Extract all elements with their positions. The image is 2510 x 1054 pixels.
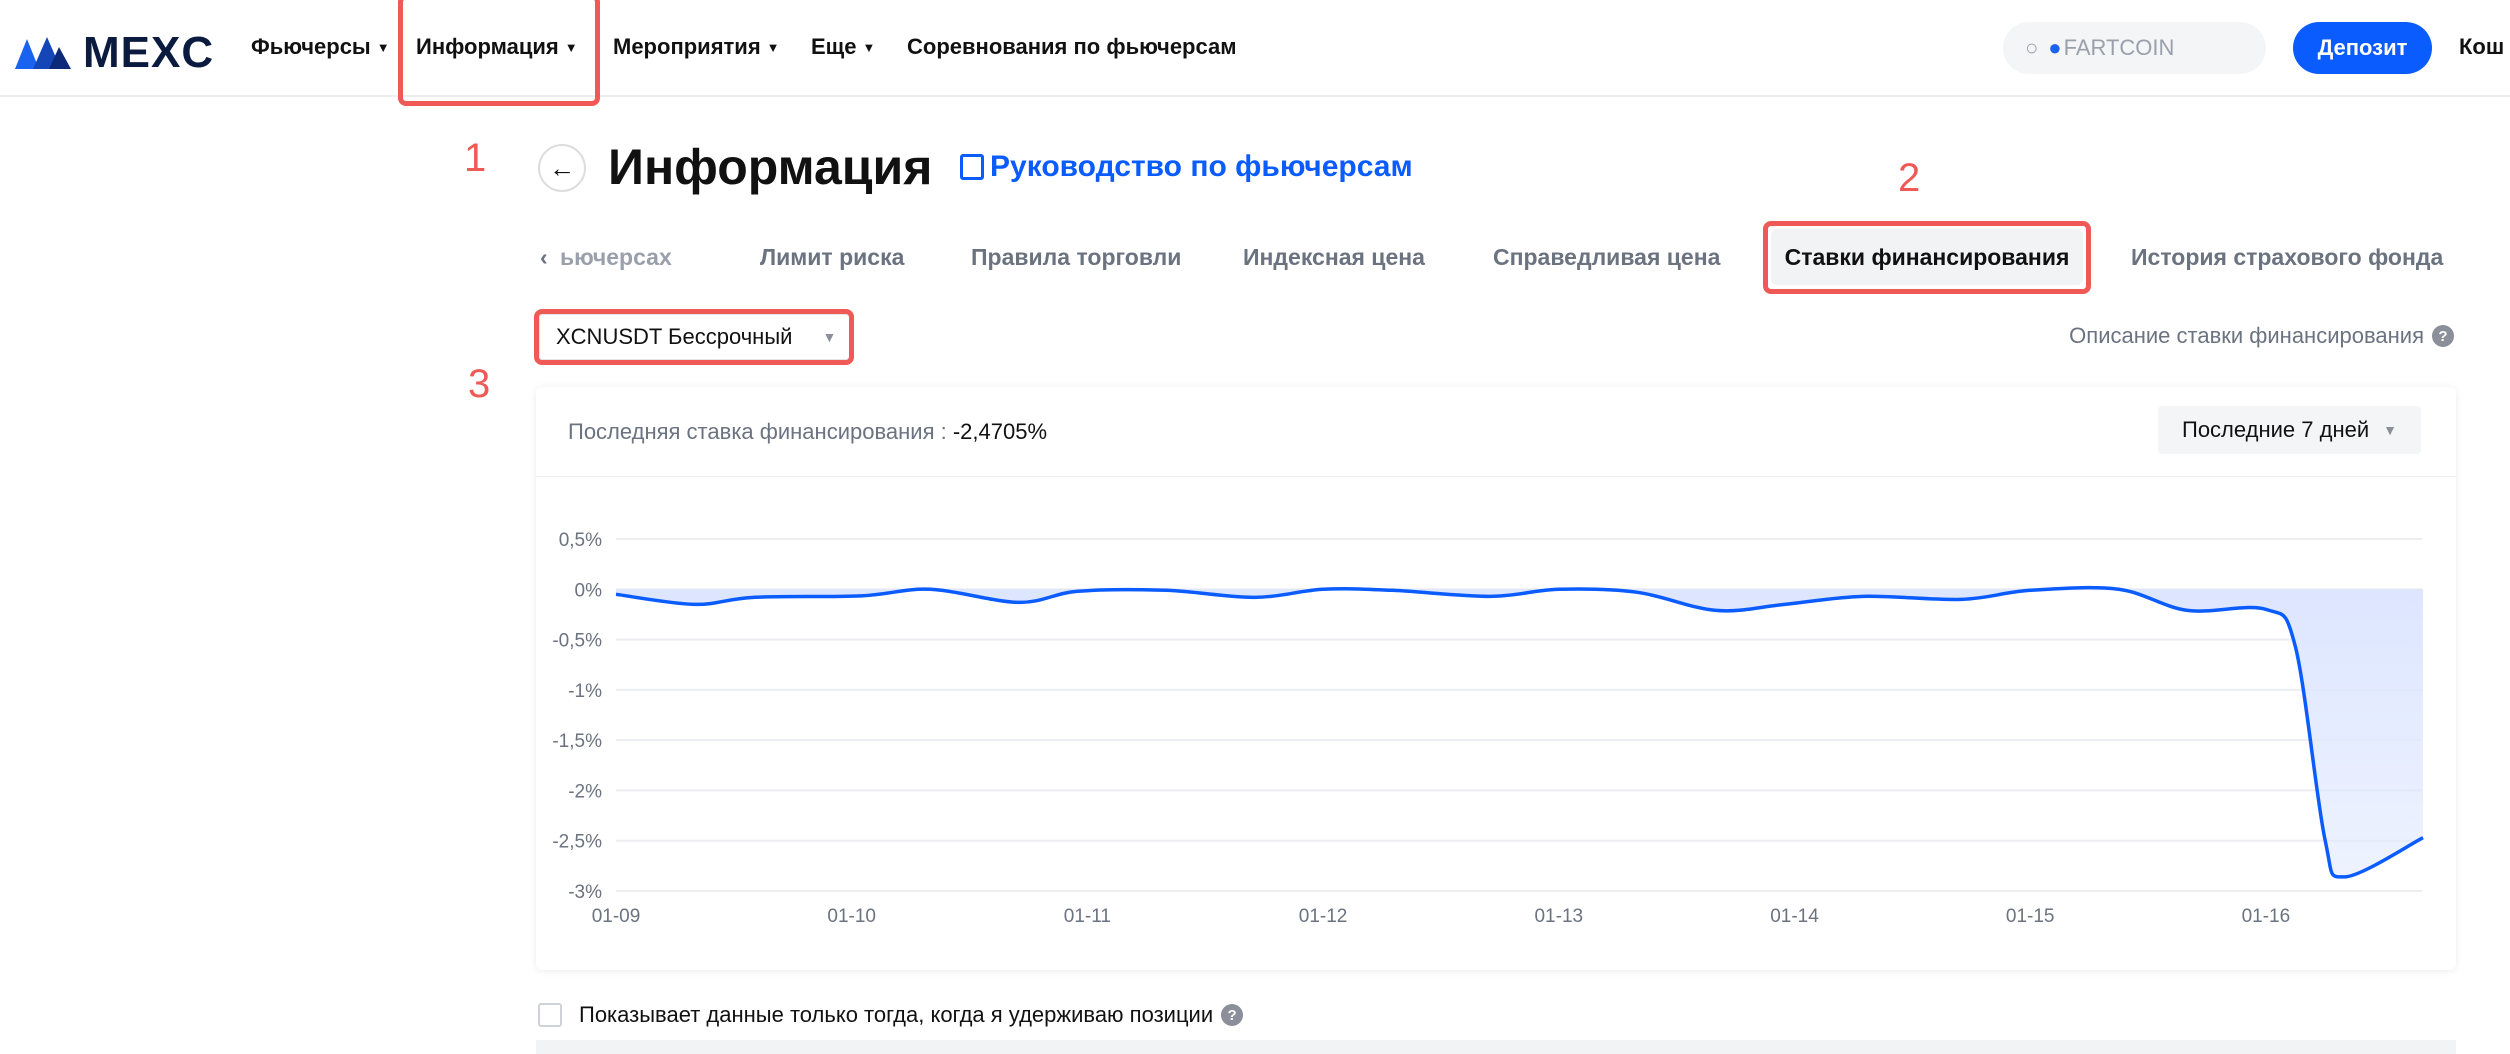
back-button[interactable]: ← [538,144,586,192]
annotation-number-1: 1 [464,136,487,180]
tab-index-price[interactable]: Индексная цена [1243,244,1425,270]
deposit-button[interactable]: Депозит [2293,22,2432,74]
tab-insurance-fund-history[interactable]: История страхового фонда [2131,244,2444,270]
logo-mark-icon [15,37,71,69]
tab-funding-rates[interactable]: Ставки финансирования [1771,229,2083,285]
caret-down-icon: ▼ [862,39,876,55]
top-nav: MEXC Фьючерсы ▼ Информация ▼ Мероприятия ▼ … [0,0,2510,97]
book-icon [960,154,984,180]
caret-down-icon: ▼ [376,39,390,55]
tab-futures[interactable]: ьючерсах [560,244,672,270]
nav-label: Мероприятия [613,34,761,59]
annotation-number-3: 3 [468,362,491,406]
guide-link-label: Руководство по фьючерсам [990,150,1413,183]
caret-down-icon: ▼ [2383,422,2397,438]
tabs-scroll-left-icon[interactable]: ‹ [540,244,548,270]
search-icon: ○ [2025,35,2039,60]
funding-chart-card: Последняя ставка финансирования : -2,470… [536,387,2456,970]
x-tick-label: 01-14 [1770,906,1819,927]
nav-futures-competitions[interactable]: Соревнования по фьючерсам [907,34,1237,60]
caret-down-icon: ▼ [822,329,837,345]
page-title: Информация [608,139,933,195]
table-header-bar [536,1040,2456,1054]
tab-trading-rules[interactable]: Правила торговли [971,244,1182,270]
x-tick-label: 01-16 [2242,906,2291,927]
x-tick-label: 01-15 [2006,906,2055,927]
mexc-logo[interactable]: MEXC [13,28,214,78]
nav-label: Еще [811,34,857,59]
holding-only-label: Показывает данные только тогда, когда я … [579,1002,1244,1028]
range-select-value: Последние 7 дней [2182,417,2370,442]
y-tick-label: -0,5% [552,631,602,652]
logo-text: MEXC [83,28,215,77]
annotation-box-1 [398,0,600,106]
x-tick-label: 01-12 [1299,906,1348,927]
nav-more[interactable]: Еще ▼ [811,34,875,60]
help-icon: ? [2432,325,2454,347]
contract-select-value: XCNUSDT Бессрочный [556,324,793,349]
y-tick-label: -3% [568,882,602,903]
y-tick-label: 0,5% [559,530,602,551]
area-fill [616,587,2424,877]
x-tick-label: 01-11 [1064,906,1111,927]
tab-risk-limit[interactable]: Лимит риска [760,244,905,270]
nav-label: Информация [416,34,559,59]
futures-guide-link[interactable]: Руководство по фьючерсам [960,150,1413,184]
range-select[interactable]: Последние 7 дней ▼ [2158,406,2421,454]
last-funding-rate: Последняя ставка финансирования : -2,470… [568,419,1047,445]
last-rate-label: Последняя ставка финансирования : [568,419,947,444]
wallet-menu[interactable]: Кош [2459,34,2505,59]
help-icon[interactable]: ? [1221,1004,1244,1026]
holding-only-checkbox[interactable] [538,1003,562,1027]
funding-description-link[interactable]: Описание ставки финансирования ? [2069,323,2454,349]
funding-rate-line [615,585,2424,879]
x-tick-label: 01-09 [592,906,641,927]
y-tick-label: -1,5% [552,731,602,752]
funding-rate-chart: 0,5% 0% -0,5% -1% -1,5% -2% -2,5% -3% 01-09 01-10… [552,530,2424,927]
search-placeholder: FARTCOIN [2063,35,2175,60]
annotation-box-3 [534,309,854,365]
nav-label: Фьючерсы [251,34,371,59]
arrow-left-icon: ← [549,152,575,183]
tab-fair-price[interactable]: Справедливая цена [1493,244,1721,270]
y-tick-label: 0% [575,580,603,601]
caret-down-icon: ▼ [564,39,578,55]
x-tick-label: 01-13 [1534,906,1583,927]
card-header: Последняя ставка финансирования : -2,470… [536,387,2456,477]
search-input[interactable]: ○ ● FARTCOIN [2003,22,2266,74]
last-rate-value: -2,4705% [952,419,1048,444]
x-tick-label: 01-10 [827,906,876,927]
caret-down-icon: ▼ [766,39,780,55]
nav-information[interactable]: Информация ▼ [416,34,578,60]
funding-description-label: Описание ставки финансирования [2069,323,2424,348]
flame-icon: ● [2048,35,2062,60]
nav-label: Соревнования по фьючерсам [907,34,1237,59]
nav-futures[interactable]: Фьючерсы ▼ [251,34,390,60]
holding-only-text: Показывает данные только тогда, когда я … [579,1002,1214,1027]
nav-events[interactable]: Мероприятия ▼ [613,34,780,60]
annotation-number-2: 2 [1898,156,1921,200]
y-tick-label: -2,5% [552,832,602,853]
y-tick-label: -2% [568,781,602,802]
y-tick-label: -1% [568,681,602,702]
annotation-box-2 [1763,221,2091,294]
